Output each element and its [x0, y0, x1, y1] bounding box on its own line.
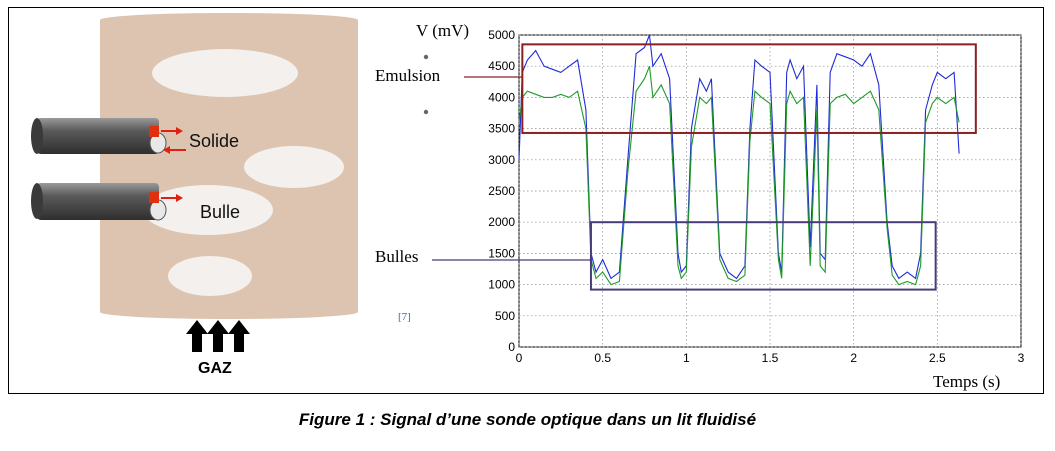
probe-label-solide: Solide: [189, 131, 239, 151]
y-tick-label: 3500: [488, 122, 515, 136]
y-tick-label: 1000: [488, 278, 515, 292]
gas-label: GAZ: [198, 360, 232, 377]
y-axis-label: V (mV): [416, 21, 469, 40]
bubble-top: [152, 49, 298, 97]
bed-column-bottom: [100, 305, 358, 319]
x-axis-label: Temps (s): [933, 372, 1000, 391]
y-tick-label: 4000: [488, 90, 515, 104]
marker-dot: [423, 109, 429, 115]
gas-arrows-icon: [186, 320, 250, 352]
series-line: [518, 65, 960, 286]
bed-schematic: Solide Bulle GAZ: [31, 13, 358, 377]
bubble-right: [244, 146, 344, 188]
probe-bulle: [31, 183, 183, 221]
bubbles-annotation: Bulles: [375, 247, 418, 266]
x-tick-label: 0.5: [594, 351, 611, 365]
marker-dot: [423, 54, 429, 60]
figure-graphic: Solide Bulle GAZ [7] 0 0.5 1 1.5 2 2.5 3 0 500 1…: [31, 13, 1025, 391]
y-tick-label: 3000: [488, 153, 515, 167]
emulsion-highlight-box: [521, 43, 977, 134]
y-tick-label: 1500: [488, 246, 515, 260]
y-tick-labels: 0 500 1000 1500 2000 2500 3000 3500 4000 4500 5000: [488, 28, 515, 354]
emulsion-annotation: Emulsion: [375, 66, 441, 85]
series-lines: [518, 34, 960, 286]
x-tick-label: 1: [683, 351, 690, 365]
bubble-bottom: [168, 256, 252, 296]
probe-label-bulle: Bulle: [200, 202, 240, 222]
y-tick-label: 2500: [488, 184, 515, 198]
x-tick-label: 1.5: [762, 351, 779, 365]
figure-frame: [8, 7, 1044, 394]
figure-caption: Figure 1 : Signal d’une sonde optique da…: [298, 410, 757, 429]
bubbles-highlight-box: [589, 221, 937, 291]
x-tick-label: 2.5: [929, 351, 946, 365]
x-tick-label: 2: [850, 351, 857, 365]
y-tick-label: 5000: [488, 28, 515, 42]
probe-solide: [31, 118, 186, 154]
y-tick-label: 4500: [488, 59, 515, 73]
y-tick-label: 500: [495, 309, 515, 323]
y-tick-label: 0: [508, 340, 515, 354]
x-tick-labels: 0 0.5 1 1.5 2 2.5 3: [516, 351, 1025, 365]
y-tick-label: 2000: [488, 215, 515, 229]
bed-column-top: [100, 13, 358, 27]
grid-lines: [518, 34, 1022, 348]
citation-ref: [7]: [398, 311, 411, 323]
x-tick-label: 3: [1018, 351, 1025, 365]
signal-chart: 0 0.5 1 1.5 2 2.5 3 0 500 1000 1500 2000 2500 3000 35…: [375, 21, 1025, 391]
x-tick-label: 0: [516, 351, 523, 365]
